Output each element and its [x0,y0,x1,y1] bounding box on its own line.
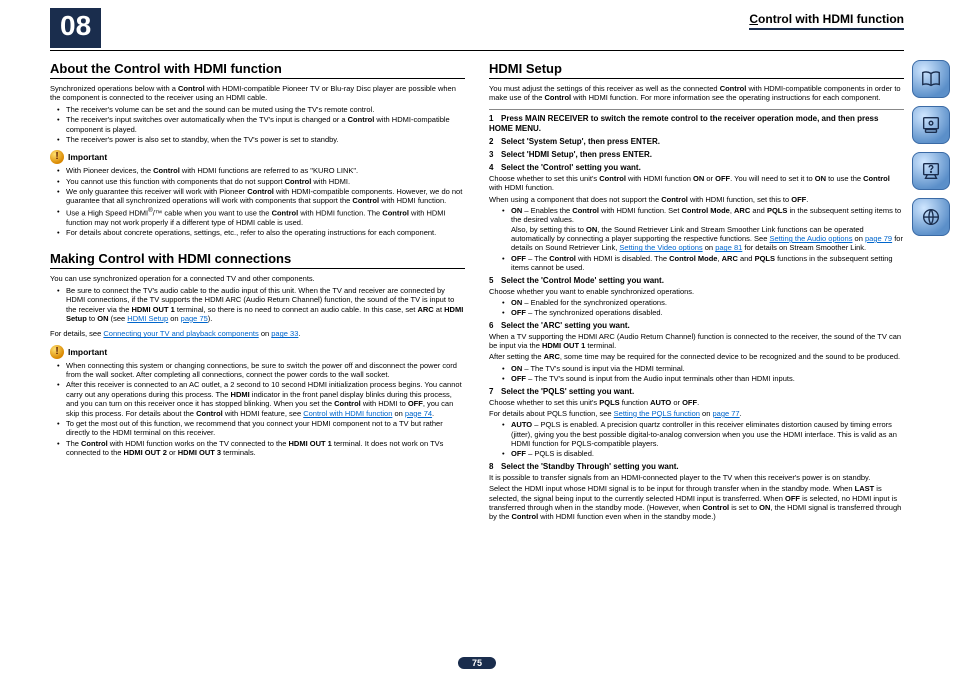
bullet: ON – Enables the Control with HDMI funct… [505,206,904,253]
bullet: AUTO – PQLS is enabled. A precision quar… [505,420,904,448]
bullet: OFF – PQLS is disabled. [505,449,904,458]
bullet: The receiver's power is also set to stan… [60,135,465,144]
exclamation-icon: ! [50,345,64,359]
device-icon[interactable] [912,106,950,144]
step: 4Select the 'Control' setting you want. [489,163,904,173]
link[interactable]: page 81 [715,243,742,252]
page-header: 08 Control with HDMI function [0,0,954,50]
bullet: Use a High Speed HDMI®/™ cable when you … [60,207,465,227]
bullet: The receiver's volume can be set and the… [60,105,465,114]
step-text: It is possible to transfer signals from … [489,473,904,482]
bullets: Be sure to connect the TV's audio cable … [50,286,465,324]
step-text: Select the HDMI input whose HDMI signal … [489,484,904,522]
bullet: Be sure to connect the TV's audio cable … [60,286,465,324]
bullet: To get the most out of this function, we… [60,419,465,438]
link[interactable]: page 33 [271,329,298,338]
step-text: Choose whether to set this unit's Contro… [489,174,904,193]
details-line: For details, see Connecting your TV and … [50,329,465,338]
link[interactable]: Control with HDMI function [303,409,392,418]
bullet: OFF – The TV's sound is input from the A… [505,374,904,383]
intro-text: You must adjust the settings of this rec… [489,84,904,103]
step-text: For details about PQLS function, see Set… [489,409,904,418]
exclamation-icon: ! [50,150,64,164]
step-text: When a TV supporting the HDMI ARC (Audio… [489,332,904,351]
step-text: Choose whether you want to enable synchr… [489,287,904,296]
help-icon[interactable] [912,152,950,190]
link[interactable]: HDMI Setup [127,314,168,323]
bullet: The Control with HDMI function works on … [60,439,465,458]
link[interactable]: Connecting your TV and playback componen… [103,329,258,338]
header-title: Control with HDMI function [749,12,904,30]
link[interactable]: Setting the PQLS function [614,409,700,418]
link[interactable]: page 75 [181,314,208,323]
important-label: Important [68,347,107,357]
network-icon[interactable] [912,198,950,236]
bullets: When connecting this system or changing … [50,361,465,458]
book-icon[interactable] [912,60,950,98]
step: 8Select the 'Standby Through' setting yo… [489,462,904,472]
page-number: 75 [458,657,496,669]
step: 6Select the 'ARC' setting you want. [489,321,904,331]
right-column: HDMI Setup You must adjust the settings … [489,61,904,524]
step: 1Press MAIN RECEIVER to switch the remot… [489,114,904,134]
bullet: OFF – The Control with HDMI is disabled.… [505,254,904,273]
bullet: We only guarantee this receiver will wor… [60,187,465,206]
sub-bullets: ON – Enabled for the synchronized operat… [489,298,904,318]
step-text: Choose whether to set this unit's PQLS f… [489,398,904,407]
link[interactable]: page 79 [865,234,892,243]
step-text: After setting the ARC, some time may be … [489,352,904,361]
link[interactable]: Setting the Video options [619,243,702,252]
bullets: With Pioneer devices, the Control with H… [50,166,465,237]
divider [489,109,904,110]
section-heading: HDMI Setup [489,61,904,79]
important-row: ! Important [50,150,465,164]
step: 5Select the 'Control Mode' setting you w… [489,276,904,286]
step-text: When using a component that does not sup… [489,195,904,204]
bullet: For details about concrete operations, s… [60,228,465,237]
bullet: ON – The TV's sound is input via the HDM… [505,364,904,373]
link[interactable]: page 77 [712,409,739,418]
bullet: The receiver's input switches over autom… [60,115,465,134]
side-icons [912,60,950,236]
intro-text: Synchronized operations below with a Con… [50,84,465,103]
bullet: ON – Enabled for the synchronized operat… [505,298,904,307]
divider [50,50,904,51]
section-heading: Making Control with HDMI connections [50,251,465,269]
step: 3Select 'HDMI Setup', then press ENTER. [489,150,904,160]
sub-bullets: AUTO – PQLS is enabled. A precision quar… [489,420,904,459]
content-area: About the Control with HDMI function Syn… [0,61,954,524]
important-label: Important [68,152,107,162]
bullet: After this receiver is connected to an A… [60,380,465,418]
step: 7Select the 'PQLS' setting you want. [489,387,904,397]
section-heading: About the Control with HDMI function [50,61,465,79]
intro-text: You can use synchronized operation for a… [50,274,465,283]
bullet: When connecting this system or changing … [60,361,465,380]
important-row: ! Important [50,345,465,359]
step: 2Select 'System Setup', then press ENTER… [489,137,904,147]
link[interactable]: Setting the Audio options [769,234,852,243]
sub-bullets: ON – Enables the Control with HDMI funct… [489,206,904,273]
sub-bullets: ON – The TV's sound is input via the HDM… [489,364,904,384]
bullet: You cannot use this function with compon… [60,177,465,186]
bullet: With Pioneer devices, the Control with H… [60,166,465,175]
chapter-number: 08 [50,8,101,48]
bullets: The receiver's volume can be set and the… [50,105,465,145]
bullet: OFF – The synchronized operations disabl… [505,308,904,317]
link[interactable]: page 74 [405,409,432,418]
left-column: About the Control with HDMI function Syn… [50,61,465,524]
